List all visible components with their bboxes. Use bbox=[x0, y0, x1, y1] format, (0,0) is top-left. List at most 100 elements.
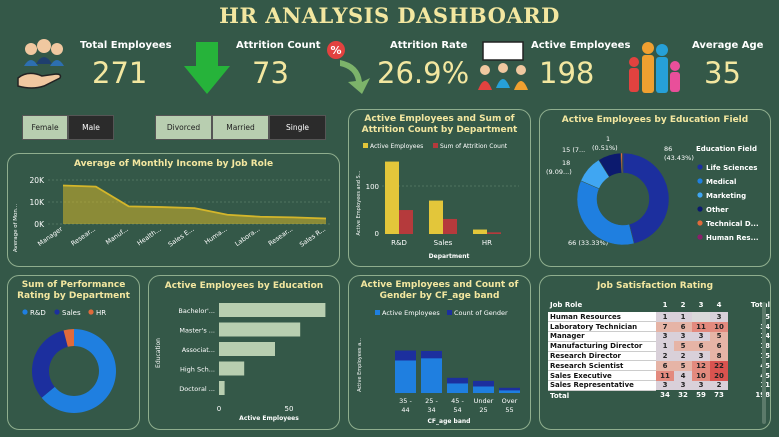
slicer-gender-female[interactable]: Female bbox=[22, 115, 68, 140]
total-rating-cell: 59 bbox=[696, 391, 706, 400]
edu-field-label-other: 15 (7... bbox=[562, 146, 585, 154]
income-xtick-4: Sales E... bbox=[167, 225, 196, 249]
rating-cell: 3 bbox=[674, 331, 692, 342]
dept-xtick-2: HR bbox=[482, 239, 492, 247]
edu-field-donut-chart[interactable]: 86 (43.43%) 66 (33.33%) 18 (9.09...) 15 … bbox=[540, 127, 772, 267]
job-satisfaction-table: Job Role 1 2 3 4 Total Human Resources 1 1… bbox=[548, 298, 772, 400]
rating-cell: 6 bbox=[692, 341, 710, 352]
cfage-legend-swatch-1 bbox=[447, 310, 452, 315]
table-row[interactable]: Sales Representative333211 bbox=[548, 380, 772, 391]
rating-cell: 5 bbox=[710, 331, 728, 342]
dept-bar-0-1 bbox=[399, 210, 413, 234]
education-bar-2 bbox=[219, 342, 275, 356]
cfage-xtick-b-0: 44 bbox=[401, 406, 409, 414]
dept-ytick-1: 0 bbox=[375, 230, 379, 238]
header-rating-1[interactable]: 1 bbox=[662, 301, 668, 309]
kpi-active-employees-label: Active Employees bbox=[531, 40, 631, 51]
income-area-chart[interactable]: Average of Mon... 20K 10K 0K Manager Rese… bbox=[8, 168, 341, 268]
cfage-xtick-b-4: 55 bbox=[505, 406, 513, 414]
table-row[interactable]: Sales Executive114102045 bbox=[548, 370, 772, 382]
total-rating-cell: 32 bbox=[678, 391, 688, 400]
income-ytick-2: 0K bbox=[34, 220, 45, 229]
edu-field-legend-dot-3 bbox=[697, 206, 703, 212]
rating-cell: 4 bbox=[674, 370, 692, 381]
edu-field-slice-0 bbox=[622, 152, 670, 244]
rating-cell: 3 bbox=[692, 351, 710, 361]
edu-field-legend-3: Other bbox=[706, 206, 729, 214]
rating-cell: 3 bbox=[656, 331, 674, 342]
rating-cell: 8 bbox=[710, 351, 728, 361]
rating-cell: 3 bbox=[692, 380, 710, 391]
education-ytick-4: Doctoral ... bbox=[179, 385, 215, 393]
cfage-xtick-b-3: 25 bbox=[479, 406, 487, 414]
dept-ytick-0: 100 bbox=[366, 183, 379, 191]
kpi-attrition-rate-label: Attrition Rate bbox=[390, 40, 468, 51]
perf-chart-title: Sum of Performance Rating by Department bbox=[17, 280, 130, 301]
header-rating-2[interactable]: 2 bbox=[680, 301, 686, 309]
cfage-bar-4-0 bbox=[499, 390, 520, 393]
table-row[interactable]: Research Director223815 bbox=[548, 351, 772, 362]
edu-field-legend-4: Technical D... bbox=[706, 220, 759, 228]
income-ytick-1: 10K bbox=[30, 198, 46, 207]
slicer-marital-single[interactable]: Single bbox=[269, 115, 326, 140]
header-job-role[interactable]: Job Role bbox=[550, 301, 583, 309]
income-area bbox=[63, 185, 326, 224]
perf-legend-1: Sales bbox=[62, 309, 81, 317]
edu-field-label-tech: 1 bbox=[606, 135, 610, 143]
education-ylabel: Education bbox=[155, 338, 162, 368]
cfage-chart-title: Active Employees and Count of Gender by … bbox=[360, 280, 519, 301]
rating-cell: 2 bbox=[674, 351, 692, 361]
income-xtick-1: Resear... bbox=[70, 225, 97, 248]
header-rating-3[interactable]: 3 bbox=[698, 301, 704, 309]
rating-cell: 11 bbox=[656, 370, 674, 381]
dept-xtick-0: R&D bbox=[391, 239, 407, 247]
kpi-average-age-value: 35 bbox=[704, 56, 741, 90]
education-bar-chart[interactable]: Education 0 50 Active Employees Bachelor… bbox=[149, 291, 341, 431]
table-row[interactable]: Research Scientist65122245 bbox=[548, 360, 772, 372]
job-role-cell: Research Scientist bbox=[548, 360, 656, 372]
rating-cell: 1 bbox=[656, 312, 674, 322]
rating-cell bbox=[692, 312, 710, 322]
table-scrollbar[interactable] bbox=[762, 302, 766, 424]
perf-legend-dot-0 bbox=[22, 309, 28, 315]
table-row[interactable]: Manufacturing Director156618 bbox=[548, 341, 772, 352]
dept-chart-title: Active Employees and Sum of Attrition Co… bbox=[361, 114, 518, 135]
slicer-marital-married[interactable]: Married bbox=[212, 115, 269, 140]
header-total[interactable]: Total bbox=[750, 301, 770, 309]
rating-cell: 1 bbox=[656, 341, 674, 352]
dept-legend-1: Sum of Attrition Count bbox=[440, 143, 508, 150]
slicer-marital-divorced[interactable]: Divorced bbox=[155, 115, 212, 140]
table-row[interactable]: Manager333514 bbox=[548, 331, 772, 342]
slicer-gender-male[interactable]: Male bbox=[68, 115, 114, 140]
education-bar-1 bbox=[219, 322, 301, 337]
dept-legend-swatch-1 bbox=[433, 143, 438, 148]
dept-xtick-1: Sales bbox=[434, 239, 453, 247]
education-bar-4 bbox=[219, 381, 225, 395]
cfage-bar-2-0 bbox=[447, 383, 468, 393]
rating-cell: 20 bbox=[710, 370, 728, 381]
cfage-legend-swatch-0 bbox=[375, 310, 380, 315]
rating-cell: 10 bbox=[692, 370, 710, 381]
table-row[interactable]: Laboratory Technician76111034 bbox=[548, 321, 772, 333]
edu-field-label-medical: 66 (33.33%) bbox=[568, 239, 608, 247]
dept-bar-chart[interactable]: Active Employees Sum of Attrition Count … bbox=[349, 138, 532, 268]
income-line bbox=[62, 184, 327, 220]
cfage-bar-chart[interactable]: Active Employees Count of Gender Active … bbox=[349, 303, 532, 431]
perf-slice-2 bbox=[63, 329, 74, 347]
job-satisfaction-title: Job Satisfaction Rating bbox=[596, 281, 714, 291]
cfage-xtick-a-3: Under bbox=[474, 397, 494, 405]
rating-cell: 3 bbox=[692, 331, 710, 342]
kpi-attrition-count: Attrition Count 73 bbox=[180, 36, 330, 98]
family-age-icon bbox=[629, 42, 680, 93]
rating-cell: 11 bbox=[692, 321, 710, 332]
edu-field-slice-1 bbox=[576, 180, 635, 246]
education-ytick-3: High Sch... bbox=[180, 366, 215, 374]
perf-donut-chart[interactable]: R&D Sales HR bbox=[8, 305, 141, 431]
cfage-legend-0: Active Employees bbox=[382, 309, 440, 317]
table-row[interactable]: Human Resources 1 1 3 5 bbox=[548, 312, 772, 323]
dashboard-title: HR ANALYSIS DASHBOARD bbox=[219, 3, 560, 28]
cfage-xtick-a-4: Over bbox=[502, 397, 518, 405]
cfage-xlabel: CF_age band bbox=[428, 418, 471, 425]
rating-cell: 3 bbox=[656, 380, 674, 391]
header-rating-4[interactable]: 4 bbox=[716, 301, 722, 309]
